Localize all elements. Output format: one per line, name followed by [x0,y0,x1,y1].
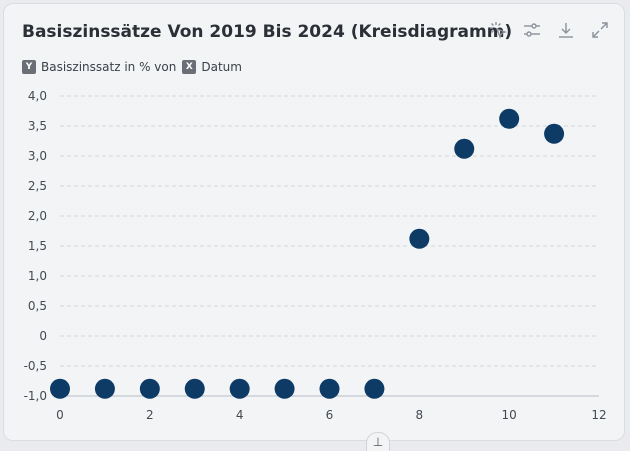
chart-card: Basiszinssätze Von 2019 Bis 2024 (Kreisd… [3,3,625,441]
data-point [274,378,295,399]
download-icon[interactable] [556,20,576,40]
axis-legend: Y Basiszinssatz in % von X Datum [22,60,242,74]
data-point [139,378,160,399]
x-tick-label: 10 [502,408,517,422]
y-axis-badge: Y [22,60,36,74]
y-tick-label: 2,5 [28,179,47,193]
y-tick-label: 2,0 [28,209,47,223]
data-point [409,228,430,249]
y-tick-label: 0 [39,329,47,343]
y-tick-label: -1,0 [24,389,47,403]
x-axis-legend-label: Datum [201,60,242,74]
data-point [94,378,115,399]
y-tick-label: 1,5 [28,239,47,253]
expand-icon[interactable] [590,20,610,40]
x-tick-label: 12 [591,408,606,422]
data-point [50,378,70,399]
resize-handle[interactable]: ⊥ [366,432,390,451]
lasso-select-icon[interactable] [488,20,508,40]
data-point [184,378,205,399]
x-tick-label: 8 [416,408,424,422]
data-point [499,108,520,129]
data-point [454,138,475,159]
data-point [544,123,565,144]
data-point [364,378,385,399]
y-tick-label: 3,5 [28,119,47,133]
x-tick-label: 4 [236,408,244,422]
x-tick-label: 0 [56,408,64,422]
drag-handle-icon: ⊥ [372,435,384,449]
x-tick-label: 2 [146,408,154,422]
y-axis-legend-label: Basiszinssatz in % von [41,60,177,74]
data-point [229,378,250,399]
chart-title: Basiszinssätze Von 2019 Bis 2024 (Kreisd… [22,22,513,42]
y-tick-label: -0,5 [24,359,47,373]
x-axis-badge: X [182,60,197,74]
chart-toolbar [488,20,610,40]
y-tick-label: 0,5 [28,299,47,313]
y-tick-label: 4,0 [28,89,47,103]
data-point [319,378,340,399]
y-tick-label: 3,0 [28,149,47,163]
x-tick-label: 6 [326,408,334,422]
y-tick-label: 1,0 [28,269,47,283]
filter-sliders-icon[interactable] [522,20,542,40]
